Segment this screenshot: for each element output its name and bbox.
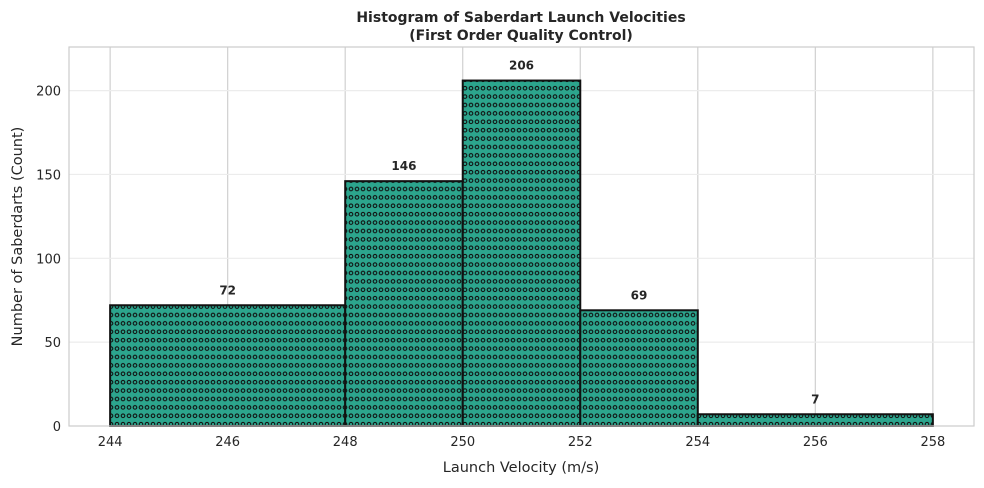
x-axis-label: Launch Velocity (m/s) bbox=[443, 460, 599, 476]
bar-count-label: 206 bbox=[509, 59, 534, 73]
y-tick-label: 50 bbox=[44, 336, 61, 351]
histogram-bar-hatch bbox=[461, 79, 582, 427]
y-tick-label: 150 bbox=[36, 168, 61, 183]
bar-count-label: 72 bbox=[219, 283, 236, 297]
x-tick-label: 254 bbox=[685, 435, 710, 450]
histogram-bar-hatch bbox=[344, 180, 464, 427]
bar-count-label: 146 bbox=[391, 159, 416, 173]
chart-title: Histogram of Saberdart Launch Velocities bbox=[356, 10, 685, 26]
x-tick-label: 250 bbox=[450, 435, 475, 450]
histogram-bar-hatch bbox=[696, 413, 934, 427]
x-tick-label: 256 bbox=[803, 435, 828, 450]
chart-subtitle: (First Order Quality Control) bbox=[409, 28, 633, 44]
y-axis-label: Number of Saberdarts (Count) bbox=[10, 127, 26, 347]
x-tick-label: 252 bbox=[568, 435, 593, 450]
histogram-bar-hatch bbox=[579, 309, 699, 427]
plot-frame bbox=[68, 46, 975, 427]
bar-count-label: 69 bbox=[631, 288, 648, 302]
x-tick-label: 244 bbox=[98, 435, 123, 450]
y-tick-label: 200 bbox=[36, 85, 61, 100]
y-tick-label: 100 bbox=[36, 252, 61, 267]
bar-count-label: 7 bbox=[811, 392, 819, 406]
x-tick-label: 248 bbox=[333, 435, 358, 450]
histogram-bar-hatch bbox=[109, 304, 347, 427]
x-tick-label: 258 bbox=[920, 435, 945, 450]
x-tick-label: 246 bbox=[215, 435, 240, 450]
y-tick-label: 0 bbox=[53, 420, 61, 435]
